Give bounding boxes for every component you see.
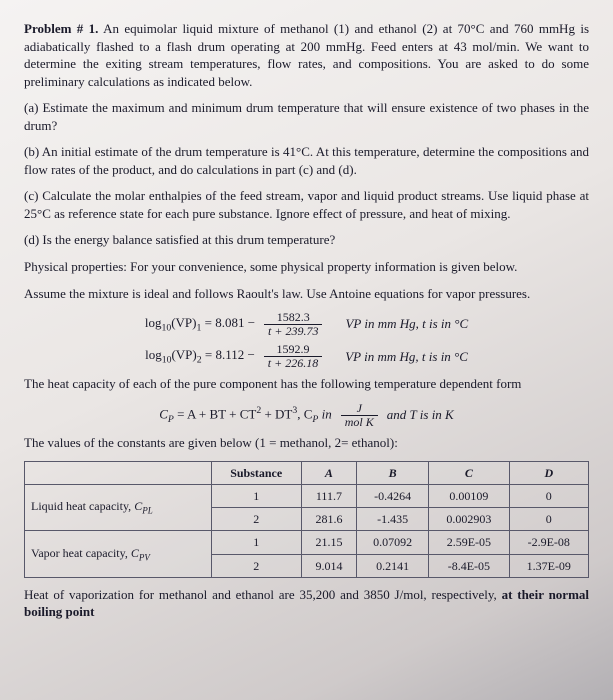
antoine-eq-2-units: VP in mm Hg, t is in °C [345,348,468,366]
table-intro: The values of the constants are given be… [24,434,589,452]
table-row: Liquid heat capacity, CPL 1 111.7 -0.426… [25,484,589,507]
heat-vaporization-note: Heat of vaporization for methanol and et… [24,586,589,621]
problem-statement: Problem # 1. An equimolar liquid mixture… [24,20,589,90]
part-a: (a) Estimate the maximum and minimum dru… [24,99,589,134]
heat-capacity-table: Substance A B C D Liquid heat capacity, … [24,461,589,578]
part-b: (b) An initial estimate of the drum temp… [24,143,589,178]
antoine-eq-2: log10(VP)2 = 8.112 − 1592.9t + 226.18 VP… [24,343,589,369]
table-header-row: Substance A B C D [25,461,589,484]
table-row: Vapor heat capacity, CPV 1 21.15 0.07092… [25,531,589,554]
part-d: (d) Is the energy balance satisfied at t… [24,231,589,249]
physical-properties-note: Physical properties: For your convenienc… [24,258,589,276]
cp-equation: CP = A + BT + CT2 + DT3, CP in Jmol K an… [24,402,589,428]
cp-intro: The heat capacity of each of the pure co… [24,375,589,393]
antoine-eq-1: log10(VP)1 = 8.081 − 1582.3t + 239.73 VP… [24,311,589,337]
problem-body: An equimolar liquid mixture of methanol … [24,21,589,89]
part-c: (c) Calculate the molar enthalpies of th… [24,187,589,222]
antoine-eq-1-units: VP in mm Hg, t is in °C [345,315,468,333]
problem-number: Problem # 1. [24,21,98,36]
assumptions: Assume the mixture is ideal and follows … [24,285,589,303]
